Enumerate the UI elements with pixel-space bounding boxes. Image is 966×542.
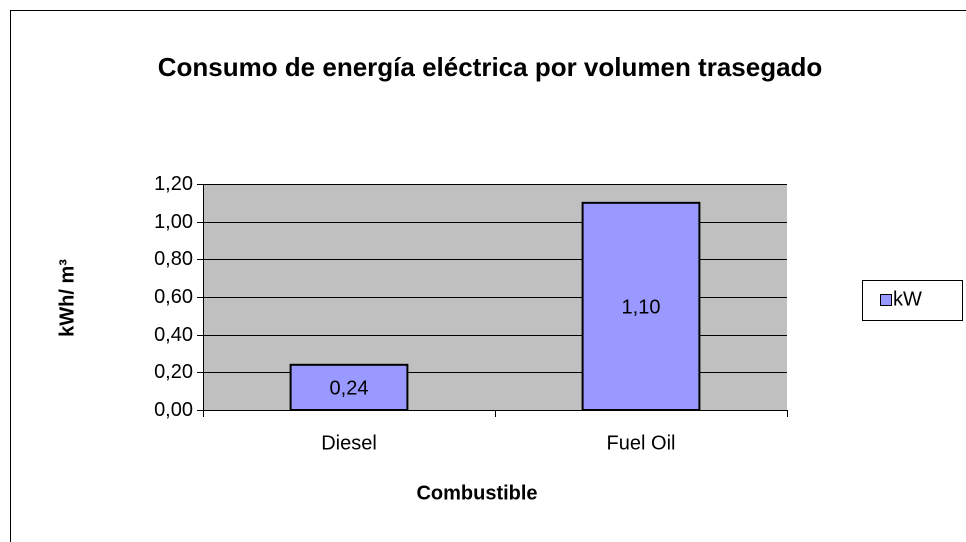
chart-title: Consumo de energía eléctrica por volumen… bbox=[157, 52, 823, 82]
y-tick-label: 0,00 bbox=[154, 399, 193, 421]
y-axis-label: kWh/ m³ bbox=[56, 259, 78, 337]
y-tick-label: 0,60 bbox=[154, 286, 193, 308]
x-tick-label: Diesel bbox=[321, 432, 377, 454]
y-tick-label: 0,40 bbox=[154, 324, 193, 346]
data-label: 0,24 bbox=[330, 378, 369, 400]
data-label: 1,10 bbox=[622, 297, 661, 319]
legend-box bbox=[862, 280, 963, 321]
legend-swatch bbox=[880, 294, 892, 306]
bar bbox=[581, 201, 701, 411]
y-tick-label: 0,80 bbox=[154, 248, 193, 270]
x-axis-label: Combustible bbox=[416, 482, 537, 504]
bar bbox=[289, 363, 409, 411]
x-tick-label: Fuel Oil bbox=[607, 432, 676, 454]
legend-label: kW bbox=[893, 288, 922, 310]
y-tick-label: 1,00 bbox=[154, 211, 193, 233]
y-tick-label: 0,20 bbox=[154, 361, 193, 383]
y-tick-label: 1,20 bbox=[154, 173, 193, 195]
